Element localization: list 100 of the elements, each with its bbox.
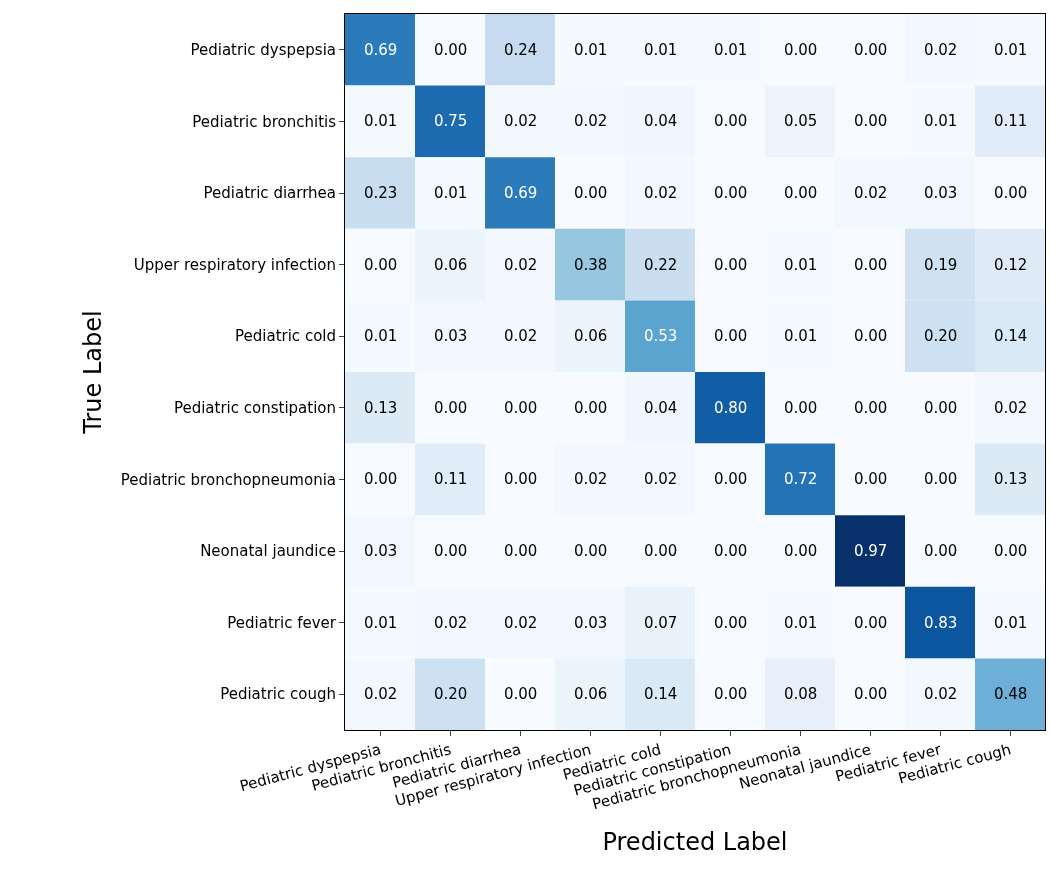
data-label: 0.00 (924, 399, 958, 417)
data-label: 0.02 (644, 470, 678, 488)
data-label: 0.04 (644, 399, 678, 417)
data-label: 0.00 (854, 112, 888, 130)
data-label: 0.11 (994, 112, 1028, 130)
data-label: 0.01 (714, 41, 748, 59)
data-label: 0.00 (504, 399, 538, 417)
data-label: 0.00 (714, 685, 748, 703)
data-label: 0.75 (434, 112, 468, 130)
data-label: 0.00 (574, 399, 608, 417)
data-label: 0.02 (924, 41, 958, 59)
data-label: 0.00 (854, 256, 888, 274)
data-label: 0.69 (504, 184, 538, 202)
data-label: 0.80 (714, 399, 748, 417)
data-label: 0.69 (364, 41, 398, 59)
data-label: 0.08 (784, 685, 818, 703)
data-label: 0.03 (434, 327, 468, 345)
data-label: 0.01 (574, 41, 608, 59)
data-label: 0.00 (714, 470, 748, 488)
data-label: 0.00 (714, 112, 748, 130)
data-label: 0.00 (504, 470, 538, 488)
y-tick-label: Pediatric constipation (173, 399, 336, 418)
data-label: 0.04 (644, 112, 678, 130)
data-label: 0.00 (854, 614, 888, 632)
data-label: 0.02 (504, 112, 538, 130)
data-label: 0.00 (854, 685, 888, 703)
data-label: 0.02 (504, 327, 538, 345)
data-label: 0.05 (784, 112, 818, 130)
data-label: 0.00 (434, 542, 468, 560)
y-tick-label: Neonatal jaundice (200, 542, 336, 561)
data-label: 0.00 (714, 542, 748, 560)
data-label: 0.02 (924, 685, 958, 703)
data-label: 0.06 (434, 256, 468, 274)
data-label: 0.00 (854, 41, 888, 59)
data-label: 0.01 (924, 112, 958, 130)
data-label: 0.53 (644, 327, 678, 345)
data-label: 0.00 (784, 184, 818, 202)
data-label: 0.01 (364, 112, 398, 130)
data-label: 0.01 (434, 184, 468, 202)
data-label: 0.02 (574, 470, 608, 488)
data-label: 0.06 (574, 327, 608, 345)
data-label: 0.02 (434, 614, 468, 632)
data-label: 0.00 (784, 399, 818, 417)
data-label: 0.00 (784, 542, 818, 560)
data-label: 0.02 (504, 614, 538, 632)
y-tick-label: Pediatric diarrhea (203, 184, 336, 203)
data-label: 0.00 (714, 327, 748, 345)
y-tick-label: Pediatric cold (235, 327, 336, 346)
data-label: 0.00 (434, 41, 468, 59)
data-label: 0.19 (924, 256, 958, 274)
data-label: 0.02 (854, 184, 888, 202)
data-label: 0.01 (994, 614, 1028, 632)
data-label: 0.00 (924, 542, 958, 560)
data-label: 0.13 (364, 399, 398, 417)
y-tick-label: Pediatric fever (227, 613, 337, 632)
data-label: 0.02 (574, 112, 608, 130)
data-label: 0.11 (434, 470, 468, 488)
data-label: 0.00 (994, 184, 1028, 202)
data-label: 0.02 (994, 399, 1028, 417)
y-axis-title: True Label (78, 310, 107, 435)
data-label: 0.03 (924, 184, 958, 202)
data-label: 0.07 (644, 614, 678, 632)
data-label: 0.12 (994, 256, 1028, 274)
y-tick-label: Upper respiratory infection (133, 255, 336, 274)
data-label: 0.03 (364, 542, 398, 560)
data-label: 0.00 (924, 470, 958, 488)
data-label: 0.20 (434, 685, 468, 703)
data-label: 0.06 (574, 685, 608, 703)
data-label: 0.14 (994, 327, 1028, 345)
data-label: 0.01 (784, 327, 818, 345)
data-label: 0.00 (714, 256, 748, 274)
data-label: 0.00 (854, 327, 888, 345)
x-axis-title: Predicted Label (602, 827, 788, 856)
data-label: 0.22 (644, 256, 678, 274)
data-label: 0.23 (364, 184, 398, 202)
y-tick-label: Pediatric bronchitis (192, 112, 337, 131)
data-label: 0.48 (994, 685, 1028, 703)
data-label: 0.13 (994, 470, 1028, 488)
data-label: 0.02 (644, 184, 678, 202)
data-label: 0.01 (994, 41, 1028, 59)
data-label: 0.00 (994, 542, 1028, 560)
y-tick-label: Pediatric dyspepsia (190, 41, 336, 60)
data-label: 0.00 (714, 614, 748, 632)
data-label: 0.72 (784, 470, 818, 488)
data-label: 0.00 (434, 399, 468, 417)
data-label: 0.00 (854, 399, 888, 417)
data-label: 0.02 (504, 256, 538, 274)
data-label: 0.24 (504, 41, 538, 59)
data-label: 0.00 (574, 542, 608, 560)
y-tick-label: Pediatric bronchopneumonia (120, 470, 336, 489)
data-label: 0.01 (644, 41, 678, 59)
data-label: 0.83 (924, 614, 958, 632)
data-label: 0.20 (924, 327, 958, 345)
data-label: 0.00 (574, 184, 608, 202)
data-label: 0.00 (504, 542, 538, 560)
data-label: 0.00 (364, 470, 398, 488)
data-label: 0.03 (574, 614, 608, 632)
y-tick-label: Pediatric cough (220, 685, 336, 704)
data-label: 0.00 (854, 470, 888, 488)
data-label: 0.00 (714, 184, 748, 202)
